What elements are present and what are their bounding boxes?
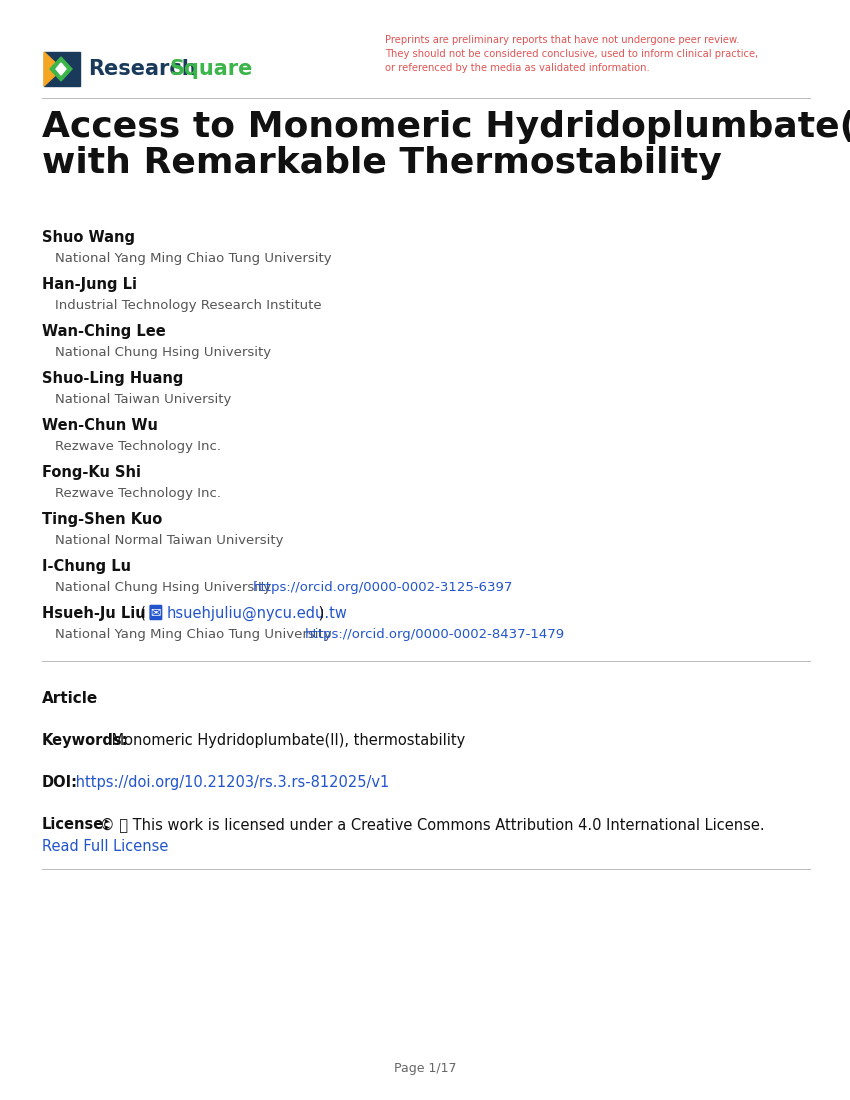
Text: Industrial Technology Research Institute: Industrial Technology Research Institute	[55, 299, 321, 312]
Text: Hsueh-Ju Liu: Hsueh-Ju Liu	[42, 606, 145, 621]
Text: Shuo Wang: Shuo Wang	[42, 230, 135, 245]
Text: National Yang Ming Chiao Tung University: National Yang Ming Chiao Tung University	[55, 252, 332, 265]
Text: DOI:: DOI:	[42, 776, 78, 790]
Text: ): )	[314, 606, 324, 621]
Text: National Chung Hsing University: National Chung Hsing University	[55, 346, 271, 359]
Text: National Chung Hsing University: National Chung Hsing University	[55, 581, 271, 594]
Text: Wen-Chun Wu: Wen-Chun Wu	[42, 418, 158, 433]
Polygon shape	[44, 52, 62, 86]
Text: (: (	[131, 606, 150, 621]
Text: Read Full License: Read Full License	[42, 839, 168, 854]
Text: Monomeric Hydridoplumbate(II), thermostability: Monomeric Hydridoplumbate(II), thermosta…	[107, 733, 465, 748]
Text: Page 1/17: Page 1/17	[394, 1062, 456, 1075]
Text: Access to Monomeric Hydridoplumbate(II) Anions: Access to Monomeric Hydridoplumbate(II) …	[42, 110, 850, 144]
Text: National Taiwan University: National Taiwan University	[55, 393, 231, 406]
Text: Rezwave Technology Inc.: Rezwave Technology Inc.	[55, 487, 221, 500]
Text: Rezwave Technology Inc.: Rezwave Technology Inc.	[55, 440, 221, 453]
Text: or referenced by the media as validated information.: or referenced by the media as validated …	[385, 63, 649, 73]
Text: https://doi.org/10.21203/rs.3.rs-812025/v1: https://doi.org/10.21203/rs.3.rs-812025/…	[71, 776, 389, 790]
Text: with Remarkable Thermostability: with Remarkable Thermostability	[42, 146, 722, 180]
Text: Article: Article	[42, 691, 99, 706]
Polygon shape	[50, 57, 72, 81]
Text: Ting-Shen Kuo: Ting-Shen Kuo	[42, 512, 162, 527]
Text: Preprints are preliminary reports that have not undergone peer review.: Preprints are preliminary reports that h…	[385, 35, 740, 45]
Text: Fong-Ku Shi: Fong-Ku Shi	[42, 465, 141, 480]
Text: Wan-Ching Lee: Wan-Ching Lee	[42, 324, 166, 339]
Polygon shape	[44, 52, 80, 86]
Text: https://orcid.org/0000-0002-3125-6397: https://orcid.org/0000-0002-3125-6397	[253, 581, 513, 594]
Text: License:: License:	[42, 817, 110, 832]
Text: Square: Square	[170, 59, 253, 79]
Text: hsuehjuliu@nycu.edu.tw: hsuehjuliu@nycu.edu.tw	[167, 606, 348, 621]
Text: Han-Jung Li: Han-Jung Li	[42, 277, 137, 292]
Text: National Yang Ming Chiao Tung University: National Yang Ming Chiao Tung University	[55, 628, 332, 641]
Text: National Normal Taiwan University: National Normal Taiwan University	[55, 534, 284, 547]
Polygon shape	[56, 63, 66, 75]
Text: ✉: ✉	[150, 606, 162, 619]
Text: Keywords:: Keywords:	[42, 733, 128, 748]
Text: Research: Research	[88, 59, 196, 79]
Text: They should not be considered conclusive, used to inform clinical practice,: They should not be considered conclusive…	[385, 50, 758, 59]
Text: https://orcid.org/0000-0002-8437-1479: https://orcid.org/0000-0002-8437-1479	[305, 628, 565, 641]
Text: Shuo-Ling Huang: Shuo-Ling Huang	[42, 371, 184, 386]
Text: © ⓘ This work is licensed under a Creative Commons Attribution 4.0 International: © ⓘ This work is licensed under a Creati…	[99, 817, 764, 832]
Text: I-Chung Lu: I-Chung Lu	[42, 559, 131, 574]
